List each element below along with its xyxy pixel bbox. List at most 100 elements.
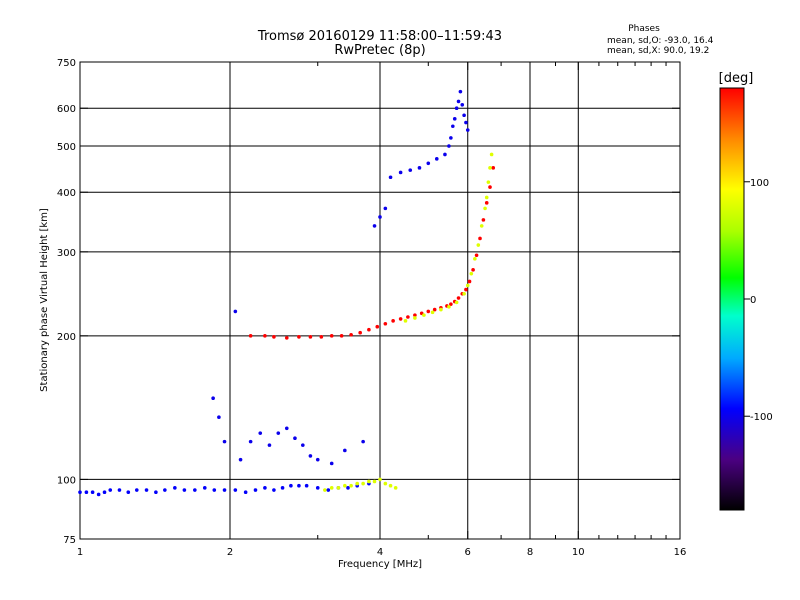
data-point: [182, 488, 187, 492]
data-point: [454, 106, 459, 111]
data-point: [367, 479, 371, 484]
data-point: [233, 309, 238, 314]
data-point: [243, 490, 248, 495]
y-tick-label: 750: [57, 58, 76, 69]
data-point: [358, 330, 362, 335]
data-point: [289, 483, 293, 488]
grid-lines: [80, 62, 680, 539]
colorbar: [719, 87, 745, 511]
data-point: [367, 327, 371, 332]
data-point: [426, 309, 431, 314]
data-point: [258, 431, 263, 435]
x-tick-label: 1: [77, 547, 83, 558]
data-point: [454, 300, 459, 305]
data-point: [202, 486, 207, 490]
data-point: [272, 335, 276, 339]
data-point: [471, 268, 475, 272]
info-line-x: mean, sd,X: 90.0, 19.2: [607, 46, 709, 56]
data-point: [393, 486, 398, 490]
x-axis-label: Frequency [MHz]: [338, 559, 422, 570]
data-point: [248, 334, 253, 338]
data-point: [126, 490, 131, 495]
data-point: [375, 324, 380, 329]
data-point: [329, 461, 334, 466]
y-tick-label: 300: [57, 248, 76, 259]
data-point: [326, 488, 331, 492]
chart-title: Tromsø 20160129 11:58:00–11:59:43: [257, 29, 502, 44]
data-point: [276, 431, 281, 435]
data-point: [193, 488, 197, 492]
data-point: [272, 488, 276, 492]
data-point: [248, 439, 253, 444]
data-point: [108, 488, 113, 492]
data-point: [233, 488, 238, 492]
data-point: [391, 319, 395, 323]
data-point: [383, 481, 388, 486]
data-point: [346, 486, 350, 490]
data-point: [329, 486, 334, 490]
data-point: [308, 335, 313, 339]
data-point: [263, 486, 267, 490]
data-point: [451, 124, 455, 129]
y-axis-label: Stationary phase Virtual Height [km]: [39, 208, 50, 392]
data-point: [372, 479, 377, 484]
data-point: [217, 415, 221, 420]
data-point: [134, 488, 139, 492]
data-point: [267, 443, 272, 447]
y-tick-label: 100: [57, 475, 76, 486]
data-point: [388, 175, 393, 180]
data-point: [403, 319, 408, 323]
data-point: [383, 206, 388, 211]
data-point: [447, 305, 451, 309]
data-point: [372, 224, 377, 228]
data-point: [297, 483, 301, 488]
x-tick-label: 16: [674, 547, 687, 558]
data-point: [413, 313, 417, 317]
data-point: [449, 302, 453, 306]
chart-subtitle: RwPretec (8p): [334, 43, 425, 58]
x-tick-label: 4: [377, 547, 383, 558]
data-point: [432, 307, 437, 312]
data-point: [222, 488, 227, 492]
data-point: [458, 89, 463, 94]
data-point: [488, 185, 492, 189]
data-point: [465, 128, 470, 132]
data-point: [464, 120, 468, 125]
data-point: [443, 152, 447, 157]
data-point: [361, 439, 365, 444]
data-point: [355, 481, 359, 486]
data-point: [465, 283, 470, 288]
data-point: [447, 144, 451, 148]
data-point: [90, 490, 95, 495]
data-point: [439, 307, 443, 312]
data-point: [173, 486, 177, 490]
data-point: [489, 152, 494, 157]
data-point: [349, 332, 353, 337]
data-point: [456, 99, 461, 104]
data-point: [343, 448, 347, 453]
data-point: [222, 439, 227, 444]
data-point: [413, 316, 417, 320]
colorbar-tick-label: -100: [750, 412, 773, 423]
data-point: [486, 180, 491, 184]
y-tick-label: 200: [57, 332, 76, 343]
data-point: [144, 488, 149, 492]
data-point: [315, 457, 320, 462]
data-point: [78, 490, 82, 495]
data-point: [406, 315, 410, 319]
data-point: [478, 236, 482, 241]
data-point: [315, 486, 320, 490]
data-point: [263, 334, 267, 338]
data-point: [378, 215, 382, 219]
data-point: [378, 477, 382, 482]
data-point: [301, 443, 305, 447]
data-point: [253, 488, 258, 492]
y-tick-label: 75: [63, 535, 76, 546]
data-point: [452, 117, 457, 121]
x-tick-label: 10: [572, 547, 585, 558]
data-point: [84, 490, 89, 495]
data-points: [78, 89, 496, 497]
colorbar-label: [deg]: [719, 71, 754, 86]
colorbar-tick-label: 0: [750, 295, 756, 306]
data-point: [462, 113, 466, 118]
